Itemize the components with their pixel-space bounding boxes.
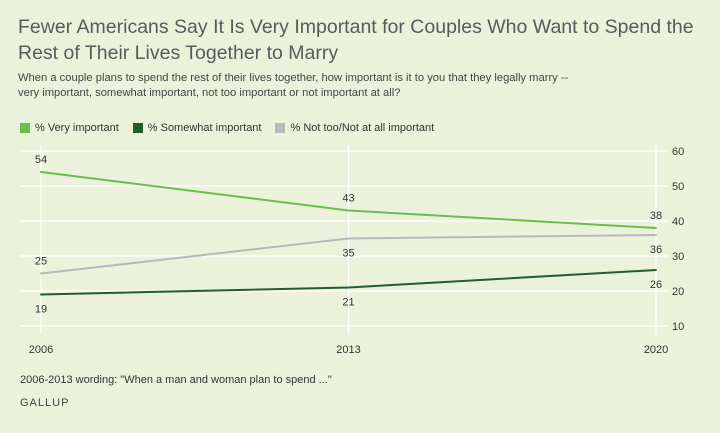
data-label-s0-2020: 38 — [650, 210, 662, 222]
y-tick-label-60: 60 — [672, 146, 684, 158]
chart-subtitle: When a couple plans to spend the rest of… — [18, 72, 569, 99]
data-label-s1-2006: 19 — [35, 304, 47, 316]
legend-label-very-important: % Very important — [35, 122, 119, 134]
data-label-s0-2006: 54 — [35, 154, 47, 166]
x-tick-label-2006: 2006 — [29, 344, 53, 356]
legend-item-somewhat-important: % Somewhat important — [132, 122, 262, 134]
legend-label-somewhat-important: % Somewhat important — [147, 122, 262, 134]
y-tick-label-20: 20 — [672, 286, 684, 298]
y-tick-label-50: 50 — [672, 181, 684, 193]
data-label-s2-2006: 25 — [35, 256, 47, 268]
data-label-s1-2013: 21 — [342, 297, 354, 309]
y-tick-label-10: 10 — [672, 321, 684, 333]
data-label-s1-2020: 26 — [650, 279, 662, 291]
y-tick-label-30: 30 — [672, 251, 684, 263]
legend-item-not-important: % Not too/Not at all important — [275, 122, 434, 134]
data-label-s2-2013: 35 — [342, 248, 354, 260]
chart-legend: % Very important % Somewhat important % … — [20, 121, 448, 135]
footnote: 2006-2013 wording: "When a man and woman… — [20, 374, 332, 386]
series-line-0 — [40, 171, 657, 229]
legend-swatch-somewhat-important — [132, 123, 143, 133]
series-line-2 — [40, 234, 657, 275]
data-label-s2-2020: 36 — [650, 244, 662, 256]
legend-swatch-not-important — [275, 123, 286, 133]
series-line-1 — [40, 269, 657, 296]
gallup-brand: GALLUP — [20, 397, 70, 409]
y-tick-label-40: 40 — [672, 216, 684, 228]
legend-swatch-very-important — [20, 123, 30, 133]
x-tick-label-2013: 2013 — [336, 344, 360, 356]
legend-label-not-important: % Not too/Not at all important — [290, 122, 435, 134]
x-tick-label-2020: 2020 — [644, 344, 668, 356]
legend-item-very-important: % Very important — [20, 122, 119, 134]
chart-title: Fewer Americans Say It Is Very Important… — [18, 16, 694, 64]
data-label-s0-2013: 43 — [342, 193, 354, 205]
